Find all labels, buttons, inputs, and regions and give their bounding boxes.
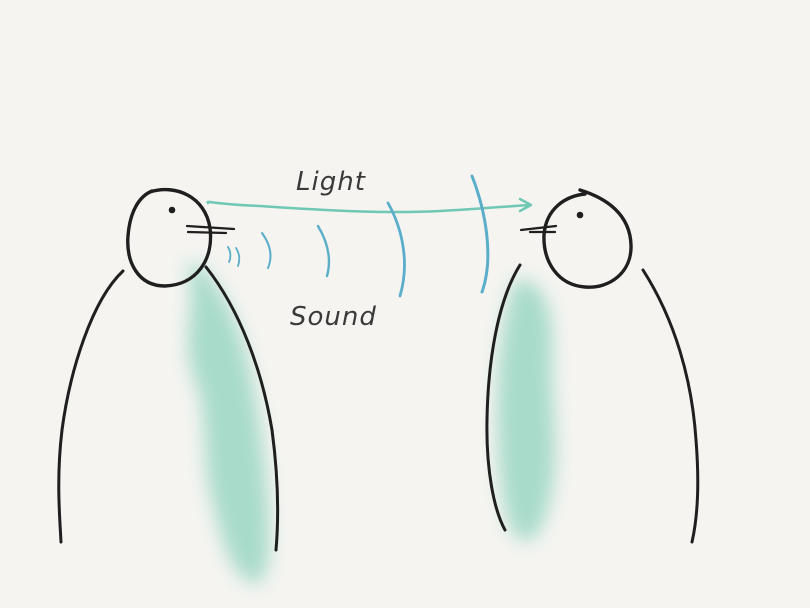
- right-figure: [485, 188, 700, 544]
- sound-wave-2: [235, 247, 241, 267]
- light-arrow: [206, 197, 533, 214]
- left-figure-front: [204, 265, 280, 552]
- right-figure-front: [485, 263, 522, 532]
- left-figure-back: [57, 269, 125, 544]
- sound-wave-1: [227, 246, 232, 263]
- sound-wave-3: [261, 232, 272, 269]
- left-figure-eye: [168, 206, 176, 214]
- left-figure-head: [126, 187, 213, 288]
- right-figure-head: [542, 188, 633, 289]
- sound-wave-4: [316, 224, 331, 278]
- light-arrow-head: [518, 197, 533, 213]
- light-label: Light: [296, 167, 366, 197]
- right-figure-beak: [519, 224, 558, 234]
- right-figure-belly: [497, 279, 556, 541]
- right-figure-eye: [576, 211, 584, 219]
- light-arrow-line: [206, 200, 532, 214]
- left-figure: [57, 187, 280, 585]
- sound-wave-5: [386, 201, 406, 298]
- right-figure-back: [641, 268, 700, 544]
- sound-label: Sound: [290, 302, 377, 332]
- left-figure-beak: [185, 224, 236, 235]
- sound-wave-6: [470, 174, 490, 294]
- left-figure-belly: [186, 265, 270, 585]
- sound-waves: [227, 174, 490, 298]
